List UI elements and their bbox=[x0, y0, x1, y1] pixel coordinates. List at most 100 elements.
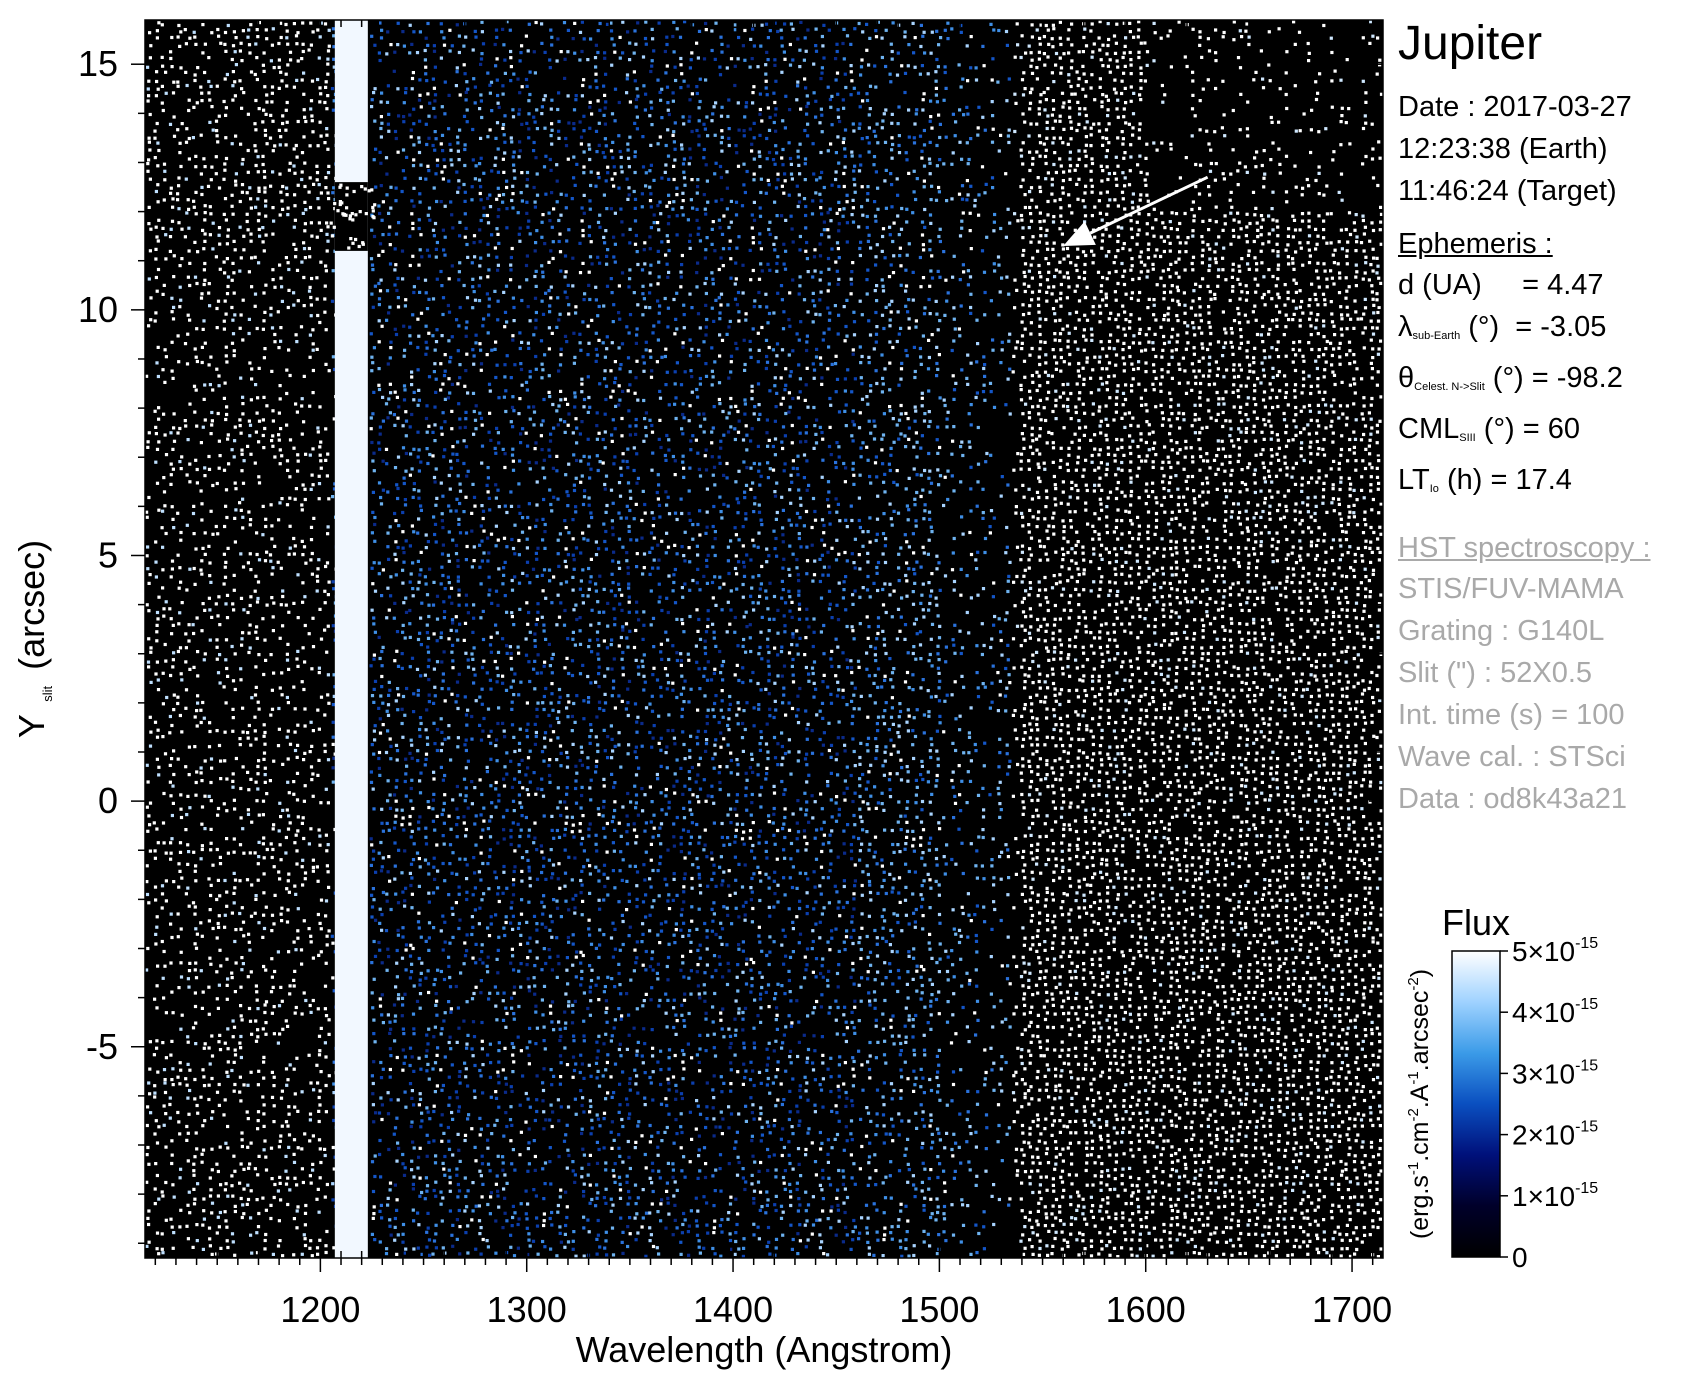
flux-pixel bbox=[471, 956, 475, 960]
flux-pixel bbox=[385, 100, 390, 104]
flux-pixel bbox=[433, 1090, 437, 1094]
flux-pixel bbox=[147, 324, 151, 328]
flux-pixel bbox=[145, 554, 149, 558]
flux-pixel bbox=[318, 921, 322, 925]
flux-pixel bbox=[171, 467, 175, 471]
flux-pixel bbox=[440, 1139, 444, 1143]
flux-pixel bbox=[264, 1168, 269, 1172]
flux-pixel bbox=[202, 268, 206, 272]
flux-pixel bbox=[408, 473, 412, 477]
flux-pixel bbox=[426, 461, 430, 466]
flux-pixel bbox=[256, 170, 260, 174]
flux-pixel bbox=[479, 1252, 483, 1256]
flux-pixel bbox=[589, 467, 593, 471]
flux-pixel bbox=[180, 601, 184, 605]
flux-pixel bbox=[369, 780, 374, 784]
flux-pixel bbox=[250, 256, 254, 260]
flux-pixel bbox=[222, 319, 226, 323]
flux-pixel bbox=[171, 1246, 175, 1250]
flux-pixel bbox=[302, 108, 306, 112]
flux-pixel bbox=[456, 638, 460, 642]
flux-pixel bbox=[565, 340, 569, 344]
flux-pixel bbox=[378, 921, 382, 925]
flux-pixel bbox=[547, 948, 551, 952]
flux-pixel bbox=[310, 667, 314, 671]
flux-pixel bbox=[432, 1109, 436, 1114]
flux-pixel bbox=[370, 263, 375, 267]
flux-pixel bbox=[238, 1090, 242, 1094]
flux-pixel bbox=[331, 1198, 335, 1202]
flux-pixel bbox=[457, 186, 461, 190]
flux-pixel bbox=[501, 1226, 505, 1230]
flux-pixel bbox=[457, 926, 461, 931]
flux-pixel bbox=[448, 142, 452, 146]
flux-pixel bbox=[486, 331, 490, 335]
flux-pixel bbox=[535, 480, 539, 484]
flux-pixel bbox=[380, 1216, 384, 1220]
flux-pixel bbox=[513, 552, 517, 556]
flux-pixel bbox=[540, 615, 544, 619]
flux-pixel bbox=[556, 954, 560, 958]
flux-pixel bbox=[308, 1246, 312, 1250]
flux-pixel bbox=[532, 333, 536, 337]
flux-pixel bbox=[311, 869, 315, 873]
flux-pixel bbox=[478, 695, 482, 699]
flux-pixel bbox=[505, 610, 509, 614]
flux-pixel bbox=[431, 430, 435, 434]
flux-pixel bbox=[497, 886, 501, 890]
flux-pixel bbox=[435, 199, 439, 204]
flux-pixel bbox=[194, 1131, 198, 1135]
flux-pixel bbox=[200, 502, 204, 506]
flux-pixel bbox=[193, 745, 197, 749]
flux-pixel bbox=[277, 829, 281, 833]
flux-pixel bbox=[287, 814, 291, 818]
flux-pixel bbox=[246, 112, 250, 116]
flux-pixel bbox=[464, 417, 468, 421]
flux-pixel bbox=[389, 206, 393, 210]
flux-pixel bbox=[210, 419, 214, 423]
flux-pixel bbox=[238, 225, 242, 229]
flux-pixel bbox=[233, 1204, 237, 1208]
flux-pixel bbox=[411, 594, 415, 598]
flux-pixel bbox=[200, 91, 204, 95]
flux-pixel bbox=[254, 780, 258, 784]
flux-pixel bbox=[261, 433, 265, 438]
flux-pixel bbox=[463, 425, 467, 429]
flux-pixel bbox=[386, 586, 390, 590]
flux-pixel bbox=[443, 1011, 447, 1015]
flux-pixel bbox=[457, 50, 461, 55]
flux-pixel bbox=[385, 172, 389, 176]
flux-pixel bbox=[271, 985, 275, 989]
flux-pixel bbox=[462, 283, 466, 288]
flux-pixel bbox=[486, 1202, 490, 1207]
flux-pixel bbox=[486, 955, 490, 959]
flux-pixel bbox=[425, 1245, 429, 1249]
flux-pixel bbox=[270, 688, 274, 692]
flux-pixel bbox=[218, 862, 223, 866]
flux-pixel bbox=[257, 1211, 261, 1216]
flux-pixel bbox=[557, 710, 561, 714]
flux-pixel bbox=[555, 454, 559, 458]
flux-pixel bbox=[509, 278, 513, 282]
flux-pixel bbox=[261, 799, 266, 803]
flux-pixel bbox=[590, 112, 594, 116]
flux-pixel bbox=[416, 637, 421, 642]
flux-pixel bbox=[381, 249, 385, 253]
flux-pixel bbox=[524, 380, 529, 384]
flux-pixel bbox=[285, 658, 290, 662]
flux-pixel bbox=[464, 603, 469, 607]
flux-pixel bbox=[401, 1162, 405, 1166]
flux-pixel bbox=[432, 721, 436, 725]
flux-pixel bbox=[270, 537, 274, 541]
flux-pixel bbox=[277, 438, 281, 442]
flux-pixel bbox=[495, 957, 499, 961]
flux-pixel bbox=[372, 561, 376, 565]
flux-pixel bbox=[489, 650, 493, 654]
flux-pixel bbox=[543, 242, 547, 246]
flux-pixel bbox=[323, 628, 327, 632]
flux-pixel bbox=[416, 345, 420, 350]
flux-pixel bbox=[380, 1117, 384, 1122]
flux-pixel bbox=[511, 546, 516, 551]
flux-pixel bbox=[488, 128, 492, 132]
flux-pixel bbox=[303, 784, 307, 788]
